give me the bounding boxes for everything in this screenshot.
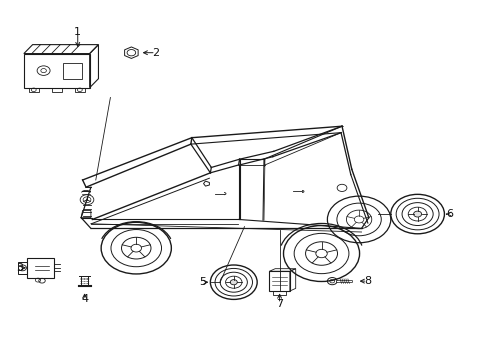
- Text: 6: 6: [445, 209, 452, 219]
- Circle shape: [230, 280, 237, 285]
- Text: 3: 3: [16, 263, 22, 273]
- Text: 5: 5: [199, 277, 206, 287]
- Text: 1: 1: [74, 27, 81, 37]
- Text: 8: 8: [363, 276, 370, 286]
- Circle shape: [413, 211, 421, 217]
- Text: 7: 7: [276, 299, 283, 309]
- Text: 2: 2: [152, 48, 159, 58]
- Text: 4: 4: [81, 294, 88, 304]
